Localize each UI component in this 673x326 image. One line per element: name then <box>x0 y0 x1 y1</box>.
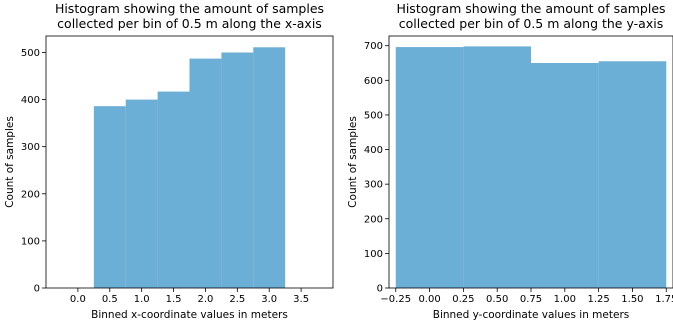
x-tick-label: 0.5 <box>102 294 118 305</box>
x-tick-label: 3.0 <box>261 294 277 305</box>
y-tick-label: 200 <box>364 214 383 225</box>
histogram-bar <box>125 99 158 289</box>
chart-2: Histogram showing the amount of samplesc… <box>347 1 673 321</box>
x-tick-label: 2.5 <box>229 294 245 305</box>
x-tick-label: 3.5 <box>293 294 309 305</box>
y-tick-label: 500 <box>364 110 383 121</box>
histogram-bar <box>221 52 254 289</box>
histogram-bar <box>189 58 222 288</box>
x-tick-label: 1.75 <box>655 294 673 305</box>
x-tick-label: 1.00 <box>554 294 576 305</box>
x-tick-label: 1.50 <box>621 294 643 305</box>
histogram-bar <box>395 47 464 289</box>
y-tick-label: 300 <box>364 180 383 191</box>
plot-frame <box>45 35 334 289</box>
x-tick-label: 1.0 <box>134 294 150 305</box>
histogram-bar <box>93 106 126 289</box>
histogram-bar <box>598 61 667 289</box>
histogram-bar <box>463 46 531 289</box>
y-axis-label: Count of samples <box>4 116 16 208</box>
x-tick-label: 0.0 <box>70 294 86 305</box>
x-tick-label: 0.50 <box>486 294 508 305</box>
y-tick-label: 700 <box>364 41 383 52</box>
histogram-bar <box>253 47 286 288</box>
x-tick-label: 1.5 <box>166 294 182 305</box>
histogram-bar <box>157 91 190 289</box>
y-tick-label: 200 <box>21 189 40 200</box>
y-tick-label: 300 <box>21 142 40 153</box>
y-tick-label: 0 <box>377 284 383 295</box>
y-tick-label: 100 <box>21 236 40 247</box>
histogram-bar <box>531 63 599 288</box>
y-tick-label: 400 <box>21 95 40 106</box>
chart-title-line: collected per bin of 0.5 m along the y-a… <box>399 16 663 31</box>
y-tick-label: 500 <box>21 48 40 59</box>
y-tick-label: 100 <box>364 249 383 260</box>
x-tick-label: 1.25 <box>587 294 609 305</box>
chart-title-line: collected per bin of 0.5 m along the x-a… <box>57 16 322 31</box>
x-tick-label: 2.0 <box>197 294 213 305</box>
y-tick-label: 600 <box>364 76 383 87</box>
y-tick-label: 400 <box>364 145 383 156</box>
chart-title-line: Histogram showing the amount of samples <box>55 1 324 16</box>
x-tick-label: 0.00 <box>418 294 440 305</box>
x-tick-label: 0.75 <box>520 294 542 305</box>
y-axis-label: Count of samples <box>347 116 359 208</box>
x-tick-label: −0.25 <box>380 294 411 305</box>
y-tick-label: 0 <box>34 284 40 295</box>
x-tick-label: 0.25 <box>452 294 474 305</box>
x-axis-label: Binned x-coordinate values in meters <box>91 309 288 321</box>
chart-title-line: Histogram showing the amount of samples <box>396 1 665 16</box>
x-axis-label: Binned y-coordinate values in meters <box>433 309 630 321</box>
chart-1: Histogram showing the amount of samplesc… <box>4 1 334 321</box>
